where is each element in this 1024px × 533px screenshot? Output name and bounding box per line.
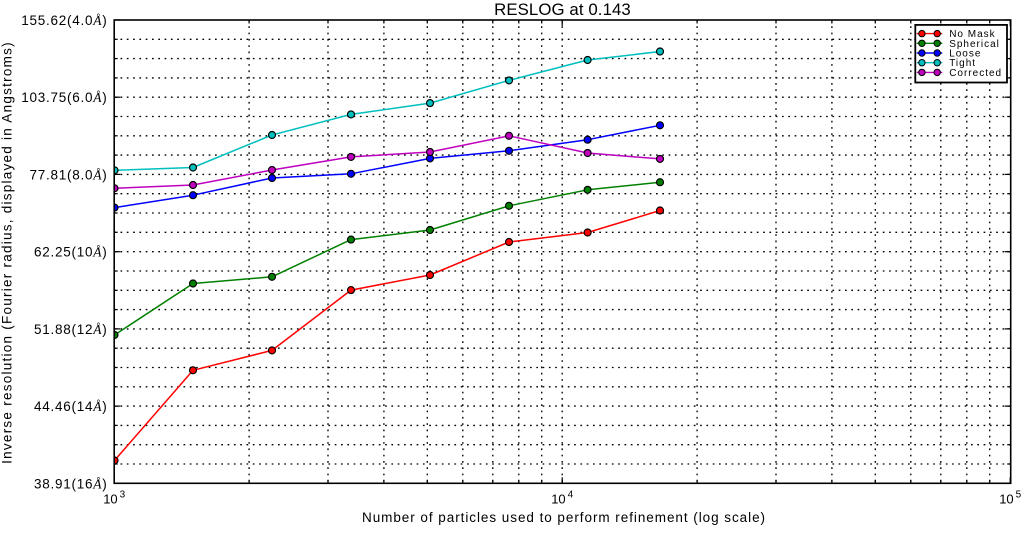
svg-text:44.46(14Å): 44.46(14Å) xyxy=(34,399,108,414)
svg-text:Tight: Tight xyxy=(949,58,976,69)
svg-text:Corrected: Corrected xyxy=(949,68,1002,79)
svg-text:38.91(16Å): 38.91(16Å) xyxy=(34,476,108,491)
svg-text:RESLOG at 0.143: RESLOG at 0.143 xyxy=(494,0,631,19)
svg-text:77.81(8.0Å): 77.81(8.0Å) xyxy=(29,167,107,182)
svg-text:Inverse resolution (Fourier ra: Inverse resolution (Fourier radius, disp… xyxy=(0,41,15,464)
svg-text:103.75(6.0Å): 103.75(6.0Å) xyxy=(21,90,107,105)
svg-text:62.25(10Å): 62.25(10Å) xyxy=(34,245,108,260)
svg-text:155.62(4.0Å): 155.62(4.0Å) xyxy=(21,13,107,28)
svg-text:51.88(12Å): 51.88(12Å) xyxy=(34,322,108,337)
svg-text:No Mask: No Mask xyxy=(949,29,995,40)
svg-text:Loose: Loose xyxy=(949,49,981,60)
svg-text:Spherical: Spherical xyxy=(949,39,1000,50)
svg-text:Number of particles used to pe: Number of particles used to perform refi… xyxy=(362,510,766,525)
